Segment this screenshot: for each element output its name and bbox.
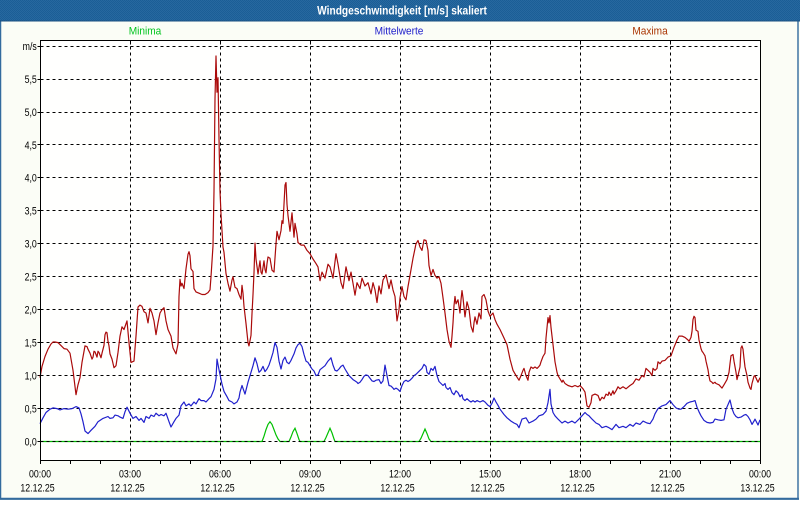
svg-text:2,5: 2,5: [25, 272, 38, 284]
svg-text:00:00: 00:00: [29, 469, 51, 481]
svg-text:3,5: 3,5: [25, 206, 38, 218]
svg-text:2,0: 2,0: [25, 305, 38, 317]
svg-text:1,0: 1,0: [25, 371, 38, 383]
svg-text:1,5: 1,5: [25, 338, 38, 350]
svg-text:21:00: 21:00: [659, 469, 681, 481]
svg-text:0,0: 0,0: [25, 436, 38, 448]
svg-text:00:00: 00:00: [749, 469, 771, 481]
svg-text:Minima: Minima: [129, 25, 162, 37]
svg-text:Maxima: Maxima: [632, 25, 667, 37]
svg-text:15:00: 15:00: [479, 469, 501, 481]
svg-text:m/s: m/s: [23, 41, 37, 53]
svg-text:03:00: 03:00: [119, 469, 141, 481]
svg-text:12.12.25: 12.12.25: [470, 483, 505, 495]
svg-text:3,0: 3,0: [25, 239, 38, 251]
svg-text:0,5: 0,5: [25, 404, 38, 416]
svg-text:12.12.25: 12.12.25: [560, 483, 595, 495]
svg-text:12.12.25: 12.12.25: [380, 483, 415, 495]
svg-text:12.12.25: 12.12.25: [20, 483, 55, 495]
svg-text:18:00: 18:00: [569, 469, 591, 481]
svg-text:4,0: 4,0: [25, 173, 38, 185]
svg-text:12:00: 12:00: [389, 469, 411, 481]
svg-text:13.12.25: 13.12.25: [740, 483, 775, 495]
svg-text:12.12.25: 12.12.25: [200, 483, 235, 495]
svg-text:09:00: 09:00: [299, 469, 321, 481]
svg-text:12.12.25: 12.12.25: [650, 483, 685, 495]
svg-text:Windgeschwindigkeit [m/s] skal: Windgeschwindigkeit [m/s] skaliert: [317, 5, 487, 18]
svg-text:4,5: 4,5: [25, 140, 38, 152]
svg-text:5,5: 5,5: [25, 74, 38, 86]
svg-text:12.12.25: 12.12.25: [290, 483, 325, 495]
svg-text:5,0: 5,0: [25, 107, 38, 119]
svg-text:06:00: 06:00: [209, 469, 231, 481]
svg-text:Mittelwerte: Mittelwerte: [375, 25, 424, 37]
svg-text:12.12.25: 12.12.25: [110, 483, 145, 495]
